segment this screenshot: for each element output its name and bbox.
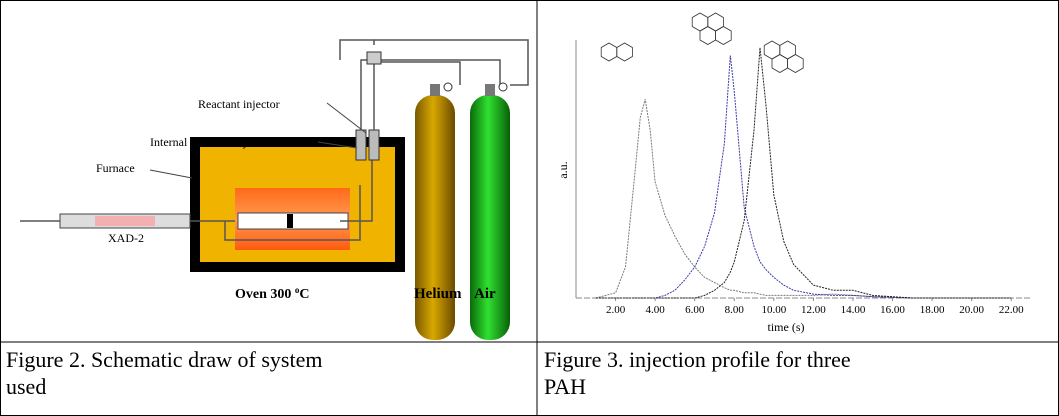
x-tick-label: 8.00 bbox=[725, 304, 745, 316]
x-axis-label: time (s) bbox=[768, 320, 805, 334]
molecule-ring bbox=[617, 43, 633, 61]
label: Internal standard injector bbox=[150, 135, 271, 149]
x-tick-label: 6.00 bbox=[685, 304, 705, 316]
molecule-ring bbox=[772, 55, 788, 73]
oven-label: Oven 300 bbox=[235, 287, 295, 302]
line-series bbox=[596, 48, 1011, 298]
label: Reactant injector bbox=[198, 97, 280, 111]
molecule-ring bbox=[788, 55, 804, 73]
molecule-ring bbox=[601, 43, 617, 61]
x-tick-label: 4.00 bbox=[646, 304, 666, 316]
line-series bbox=[596, 56, 1011, 299]
label: Air bbox=[474, 286, 496, 302]
oven-unit: C bbox=[299, 287, 309, 302]
molecules bbox=[601, 13, 803, 73]
label: Helium bbox=[414, 286, 462, 302]
line-series bbox=[596, 99, 1011, 298]
caption: Figure 2. Schematic draw of system used bbox=[6, 346, 366, 400]
x-tick-label: 12.00 bbox=[801, 304, 826, 316]
page: Reactant injector Internal standard inje… bbox=[0, 0, 1059, 416]
x-tick-label: 18.00 bbox=[920, 304, 945, 316]
caption: Figure 3. injection profile for three PA… bbox=[544, 346, 874, 400]
molecule-ring bbox=[716, 27, 732, 45]
x-tick-label: 2.00 bbox=[606, 304, 626, 316]
x-tick-label: 20.00 bbox=[959, 304, 984, 316]
x-tick-label: 22.00 bbox=[999, 304, 1024, 316]
x-tick-label: 10.00 bbox=[761, 304, 786, 316]
label: Oven 300 oC bbox=[235, 285, 310, 302]
label: Furnace bbox=[96, 161, 135, 175]
molecule-ring bbox=[700, 27, 716, 45]
label: XAD-2 bbox=[108, 231, 144, 245]
x-tick-label: 16.00 bbox=[880, 304, 905, 316]
y-axis-label: a.u. bbox=[556, 161, 570, 178]
x-tick-label: 14.00 bbox=[841, 304, 866, 316]
